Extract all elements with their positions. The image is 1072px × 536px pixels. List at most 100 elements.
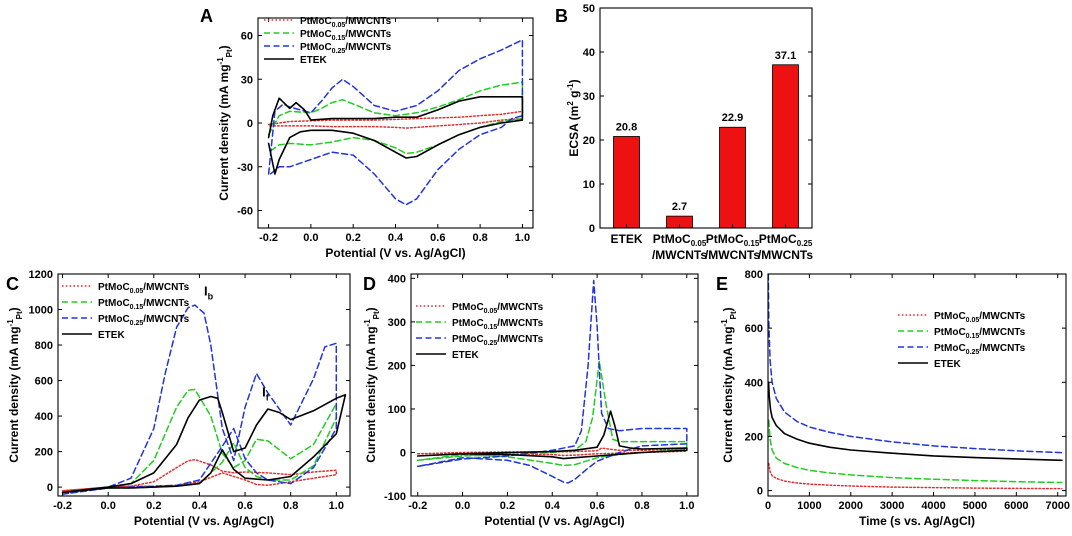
x-tick-label: 0.2 <box>346 232 361 244</box>
legend-label: PtMoC0.15/MWCNTs <box>934 327 1026 340</box>
x-tick-label: 1000 <box>797 500 821 512</box>
panel-A: -0.2 0.0 0.2 0.4 0.6 0.8 1.0 -60 -30 0 30 60 Potenti… <box>200 6 534 260</box>
y-tick-label: 1000 <box>29 305 53 317</box>
y-tick-label: 60 <box>241 31 253 43</box>
bar <box>772 64 799 229</box>
bar <box>613 136 640 229</box>
x-tick-label: 0.4 <box>192 500 208 512</box>
legend-label: PtMoC0.05/MWCNTs <box>300 16 392 29</box>
panel-B: 20.8 ETEK 2.7 PtMoC0.05/MWCNTs 22.9 PtMoC0.15… <box>555 3 813 262</box>
legend-label: ETEK <box>934 359 961 370</box>
y-tick-label: -60 <box>237 206 253 218</box>
legend-label: ETEK <box>300 55 327 66</box>
x-tick-label: 5000 <box>963 500 987 512</box>
y-tick-label: 0 <box>47 482 53 494</box>
legend-label: PtMoC0.15/MWCNTs <box>452 318 544 331</box>
x-tick-label: 1.0 <box>329 500 344 512</box>
bar-value-label: 22.9 <box>722 112 743 124</box>
x-tick-label: 1.0 <box>679 500 694 512</box>
y-tick-label: 200 <box>388 360 406 372</box>
legend-label: PtMoC0.25/MWCNTs <box>98 314 190 327</box>
x-tick-label: 7000 <box>1045 500 1069 512</box>
x-tick-label: 1.0 <box>515 232 530 244</box>
y-tick-label: 0 <box>757 486 763 498</box>
bar-value-label: 37.1 <box>775 50 796 62</box>
category-label-line2: /MWCNTs <box>652 248 707 262</box>
bar <box>719 126 746 229</box>
y-tick-label: 40 <box>583 47 595 59</box>
series-line-C-0 <box>61 458 338 492</box>
x-tick-label: 0.2 <box>146 500 161 512</box>
x-tick-label: -0.2 <box>53 500 72 512</box>
x-tick-label: 0.0 <box>101 500 116 512</box>
series-line-E-1 <box>768 419 1063 484</box>
peak-annotation: Ib <box>204 283 214 301</box>
x-tick-label: 0.6 <box>237 500 252 512</box>
panel-label: D <box>363 274 376 294</box>
x-tick-label: 0.6 <box>589 500 604 512</box>
plot-frame <box>57 273 351 497</box>
y-axis-label: Current density (mA mg-1Pt) <box>216 45 234 200</box>
legend-label: PtMoC0.05/MWCNTs <box>934 311 1026 324</box>
bar-value-label: 2.7 <box>672 201 687 213</box>
y-tick-label: 200 <box>35 447 53 459</box>
x-tick-label: 0.6 <box>430 232 445 244</box>
y-tick-label: 300 <box>388 317 406 329</box>
y-tick-label: -30 <box>237 162 253 174</box>
x-tick-label: 0.0 <box>303 232 318 244</box>
plot-frame <box>410 273 699 497</box>
series-line-E-3 <box>767 381 1063 462</box>
y-axis-label: Current density (mA mg-1Pt) <box>6 307 24 462</box>
panel-C: -0.2 0.0 0.2 0.4 0.6 0.8 1.0 0 200 400 600 800 1000 1… <box>6 269 351 528</box>
y-tick-label: 400 <box>745 377 763 389</box>
y-axis-label: Current density (mA mg-1Pt) <box>720 307 738 462</box>
y-tick-label: 10 <box>583 179 595 191</box>
category-label-line2: /MWCNTs <box>758 248 813 262</box>
peak-annotation: If <box>262 385 270 403</box>
x-tick-label: 4000 <box>921 500 945 512</box>
x-tick-label: 0.8 <box>283 500 298 512</box>
legend-label: PtMoC0.25/MWCNTs <box>452 334 544 347</box>
series-line-D-2 <box>416 279 688 484</box>
series-line-E-0 <box>768 462 1063 490</box>
series-line-D-3 <box>416 410 688 460</box>
y-tick-label: 30 <box>583 91 595 103</box>
y-tick-label: 400 <box>388 273 406 285</box>
y-tick-label: 30 <box>241 74 253 86</box>
series-line-C-2 <box>61 304 338 495</box>
panel-label: A <box>200 6 213 26</box>
y-tick-label: 400 <box>35 411 53 423</box>
y-tick-label: 0 <box>247 118 253 130</box>
x-tick-label: 0.8 <box>634 500 649 512</box>
x-tick-label: 6000 <box>1004 500 1028 512</box>
x-tick-label: 0.4 <box>388 232 404 244</box>
x-axis-label: Potential (V vs. Ag/AgCl) <box>484 514 624 528</box>
y-tick-label: 0 <box>400 447 406 459</box>
legend-label: PtMoC0.05/MWCNTs <box>98 282 190 295</box>
panel-label: C <box>6 274 19 294</box>
y-tick-label: 20 <box>583 135 595 147</box>
y-tick-label: 50 <box>583 3 595 15</box>
y-tick-label: 800 <box>745 269 763 281</box>
series-line-C-1 <box>61 388 338 494</box>
x-axis-label: Potential (V vs. Ag/AgCl) <box>134 514 274 528</box>
x-tick-label: 0.2 <box>500 500 515 512</box>
x-axis-label: Potential (V vs. Ag/AgCl) <box>325 246 465 260</box>
category-label: PtMoC0.05 <box>653 232 707 248</box>
panel-D: -0.2 0.0 0.2 0.4 0.6 0.8 1.0 -100 0 100 200 300 400 P… <box>363 273 699 528</box>
x-tick-label: 0.0 <box>455 500 470 512</box>
y-tick-label: -100 <box>384 491 406 503</box>
y-axis-label: Current density (mA mg-1Pt) <box>363 307 381 462</box>
legend-label: PtMoC0.15/MWCNTs <box>98 298 190 311</box>
y-tick-label: 600 <box>745 323 763 335</box>
x-tick-label: -0.2 <box>259 232 278 244</box>
series-line-C-3 <box>61 393 347 494</box>
legend-label: ETEK <box>98 330 125 341</box>
legend-label: PtMoC0.25/MWCNTs <box>934 343 1026 356</box>
category-label: PtMoC0.25 <box>759 232 813 248</box>
plot-frame <box>767 273 1067 497</box>
y-axis-label: ECSA (m2 g-1) <box>566 79 581 156</box>
y-tick-label: 800 <box>35 340 53 352</box>
x-tick-label: 0.4 <box>545 500 561 512</box>
